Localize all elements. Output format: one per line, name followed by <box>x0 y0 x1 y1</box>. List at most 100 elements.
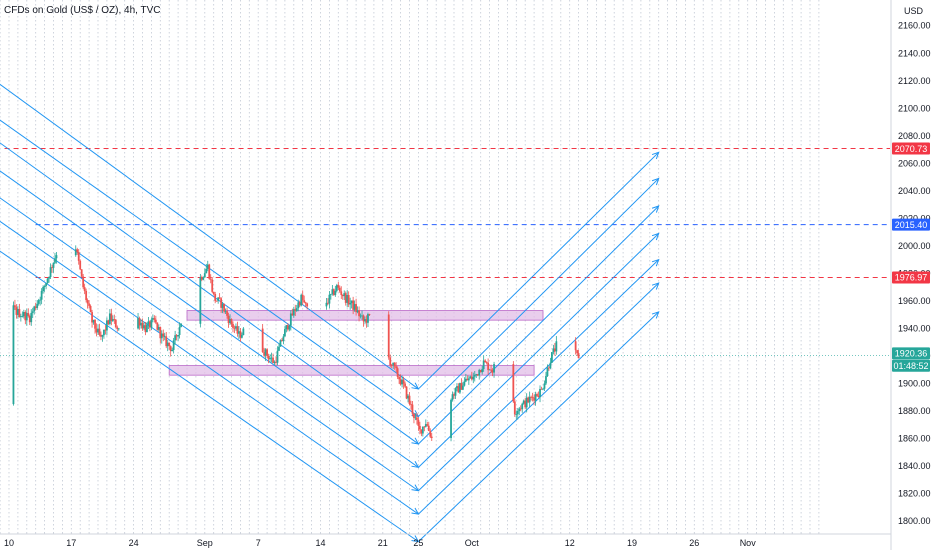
trendline-down <box>0 119 419 417</box>
candle-body <box>551 352 553 363</box>
arrow-head <box>651 282 660 290</box>
candle-body <box>36 303 39 308</box>
candle-body <box>359 315 362 317</box>
candle-body <box>460 383 463 390</box>
candle-body <box>405 386 408 399</box>
candle-body <box>162 333 165 337</box>
candle-body <box>88 303 90 306</box>
candle-body <box>147 321 150 325</box>
candle-body <box>516 411 519 415</box>
level-tag-bg <box>892 218 930 231</box>
candle-body <box>33 306 36 312</box>
candle-body <box>356 310 359 313</box>
candle-body <box>430 436 433 438</box>
arrow-head <box>411 484 420 492</box>
candle-body <box>113 319 116 320</box>
candle-body <box>416 417 418 420</box>
candle-body <box>21 316 24 317</box>
candle-body <box>352 300 355 310</box>
candle-body <box>138 318 141 326</box>
candle-body <box>177 334 179 337</box>
candle-body <box>399 379 402 385</box>
y-tick-label: 1820.00 <box>898 488 931 498</box>
x-tick-label: Nov <box>740 538 757 548</box>
y-tick-label: 2040.00 <box>898 186 931 196</box>
candle-body <box>464 378 467 382</box>
candle-body <box>553 348 556 352</box>
arrow-head <box>411 507 420 515</box>
trendline-up <box>418 151 660 390</box>
candle-body <box>411 404 414 414</box>
candle-body <box>273 361 276 363</box>
candle-body <box>215 300 218 302</box>
candle-body <box>146 324 148 333</box>
level-tag-bg <box>892 271 930 284</box>
candle-body <box>522 400 525 404</box>
x-tick-label: 10 <box>4 538 14 548</box>
candle-body <box>30 312 33 323</box>
candle-body <box>224 311 227 312</box>
candle-body <box>404 383 406 387</box>
candle-body <box>163 336 166 338</box>
candle-body <box>106 320 108 331</box>
candle-body <box>344 293 347 303</box>
candle-body <box>398 376 401 380</box>
arrow-head <box>651 232 660 241</box>
candle-body <box>100 334 102 337</box>
candle-body <box>519 408 522 410</box>
candle-body <box>91 312 93 323</box>
candle-body <box>476 374 479 376</box>
candle-body <box>417 419 420 426</box>
trendline-down <box>0 83 419 390</box>
candle-body <box>427 425 430 431</box>
candle-body <box>83 287 86 291</box>
candle-body <box>337 285 340 288</box>
candle-body <box>157 327 160 330</box>
candle-body <box>239 331 242 338</box>
y-tick-label: 2020.00 <box>898 213 931 223</box>
candle-body <box>49 267 52 278</box>
arrow-head <box>411 460 420 469</box>
candle-body <box>528 396 531 403</box>
candle-body <box>43 285 46 287</box>
candle-body <box>232 324 234 328</box>
candle-body <box>555 341 558 352</box>
candle-body <box>540 388 543 390</box>
candle-body <box>40 291 43 300</box>
candle-body <box>527 397 530 403</box>
candle-body <box>574 341 577 351</box>
level-tag-bg <box>892 142 930 155</box>
candle-body <box>275 361 277 363</box>
candle-body <box>114 319 117 328</box>
candle-body <box>111 319 114 321</box>
candle-body <box>423 426 426 428</box>
candle-body <box>545 376 547 384</box>
candle-body <box>542 388 544 390</box>
candle-body <box>94 319 96 329</box>
candle-body <box>346 295 349 303</box>
candle-body <box>368 314 371 315</box>
arrow-head <box>651 177 660 186</box>
candle-body <box>347 295 350 305</box>
candle-body <box>54 258 56 263</box>
candle-body <box>18 309 21 318</box>
candlesticks <box>12 245 580 442</box>
candle-body <box>395 366 398 369</box>
current-price-tag-bg <box>892 347 930 360</box>
candle-body <box>463 381 466 386</box>
candle-body <box>156 322 159 330</box>
candle-body <box>475 374 478 376</box>
candle-body <box>396 368 399 377</box>
candle-body <box>149 321 151 328</box>
y-tick-label: 2000.00 <box>898 241 931 251</box>
candle-body <box>272 357 274 363</box>
candle-body <box>278 346 280 351</box>
candle-body <box>144 325 147 333</box>
candle-body <box>325 302 328 307</box>
candle-body <box>531 396 534 398</box>
candle-body <box>180 323 182 327</box>
candle-body <box>212 291 215 294</box>
x-tick-label: 19 <box>627 538 637 548</box>
candle-body <box>37 300 40 304</box>
